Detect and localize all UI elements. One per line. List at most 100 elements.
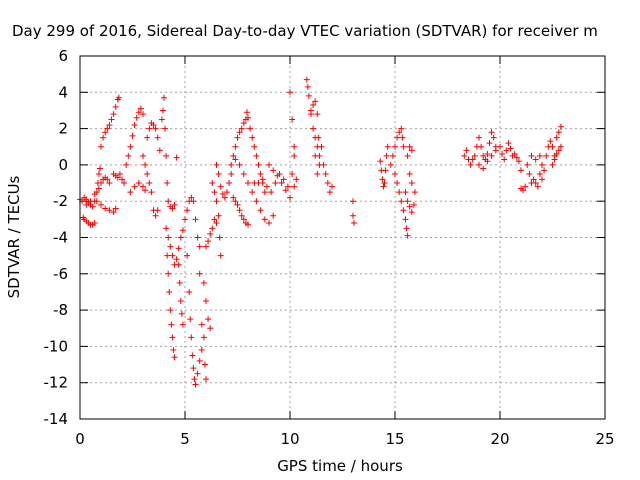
data-point	[127, 143, 134, 150]
data-point	[291, 183, 298, 190]
data-point	[106, 180, 113, 187]
data-point	[83, 201, 90, 208]
data-point	[406, 170, 413, 177]
data-point	[461, 152, 468, 159]
y-tick-label: -4	[53, 229, 68, 247]
data-point	[314, 111, 321, 118]
data-point	[98, 201, 104, 208]
data-point	[476, 134, 482, 141]
data-point	[553, 134, 560, 141]
data-point	[194, 234, 201, 241]
data-point	[119, 176, 125, 183]
data-point	[539, 161, 545, 168]
data-point	[125, 152, 132, 159]
data-point	[392, 170, 398, 177]
data-point	[228, 161, 235, 168]
data-point	[532, 180, 539, 187]
data-point	[190, 198, 197, 205]
data-point	[163, 152, 170, 159]
data-point	[312, 152, 319, 159]
data-point	[272, 180, 279, 187]
data-point	[201, 361, 208, 368]
data-point	[268, 189, 275, 196]
y-tick-label: 4	[58, 83, 68, 101]
data-point	[270, 212, 277, 219]
data-point	[499, 151, 506, 158]
data-point	[467, 161, 474, 168]
data-point	[247, 125, 254, 132]
data-point	[547, 138, 554, 145]
data-point	[167, 307, 174, 314]
data-point	[541, 167, 548, 174]
data-point	[133, 114, 140, 121]
data-point	[123, 161, 130, 168]
data-point	[144, 134, 151, 141]
data-point	[108, 116, 115, 123]
data-point	[305, 92, 312, 99]
data-point	[329, 183, 335, 190]
data-point	[228, 170, 235, 177]
data-point	[161, 94, 167, 101]
data-point	[480, 152, 487, 159]
data-point	[238, 125, 245, 132]
data-point	[400, 143, 407, 150]
chart-title: Day 299 of 2016, Sidereal Day-to-day VTE…	[12, 22, 598, 40]
data-point	[176, 279, 183, 286]
data-point	[282, 187, 289, 194]
data-point	[490, 134, 497, 141]
data-point	[190, 365, 197, 372]
data-point	[232, 198, 239, 205]
data-point	[497, 143, 503, 150]
data-point	[555, 147, 562, 154]
data-point	[146, 180, 153, 187]
data-point	[310, 125, 317, 132]
data-point	[384, 143, 391, 150]
data-point	[350, 212, 356, 219]
data-point	[469, 156, 476, 163]
data-point	[400, 207, 407, 214]
data-point	[166, 288, 173, 295]
data-point	[382, 167, 389, 174]
data-point	[148, 189, 155, 196]
data-point	[192, 216, 199, 223]
data-point	[280, 176, 287, 183]
data-point	[398, 125, 405, 132]
x-tick-label: 20	[490, 430, 509, 448]
data-point	[164, 180, 171, 187]
data-point	[209, 225, 216, 232]
data-point	[398, 198, 405, 205]
data-point	[534, 183, 541, 190]
data-point	[515, 158, 522, 165]
data-point	[387, 161, 394, 168]
data-point	[171, 354, 178, 361]
data-point	[232, 143, 239, 150]
data-point	[121, 180, 128, 187]
data-point	[114, 174, 121, 181]
data-point	[480, 165, 487, 172]
data-point	[396, 189, 403, 196]
x-tick-label: 0	[75, 430, 85, 448]
data-point	[129, 132, 136, 139]
x-tick-label: 15	[385, 430, 404, 448]
data-point	[404, 232, 411, 239]
data-point	[257, 207, 264, 214]
data-point	[177, 298, 184, 305]
data-point	[511, 151, 518, 158]
data-point	[520, 187, 527, 194]
plot-frame	[79, 55, 606, 420]
data-point	[127, 189, 134, 196]
data-point	[377, 158, 384, 165]
data-point	[476, 161, 482, 168]
data-point	[98, 180, 104, 187]
data-point	[140, 111, 146, 118]
data-point	[83, 196, 90, 203]
data-point	[403, 225, 410, 232]
data-point	[501, 156, 508, 163]
data-point	[532, 156, 539, 163]
data-point	[310, 102, 317, 109]
data-point	[144, 170, 151, 177]
data-point	[179, 321, 186, 328]
data-point	[503, 147, 510, 154]
data-point	[251, 143, 258, 150]
data-point	[215, 212, 222, 219]
